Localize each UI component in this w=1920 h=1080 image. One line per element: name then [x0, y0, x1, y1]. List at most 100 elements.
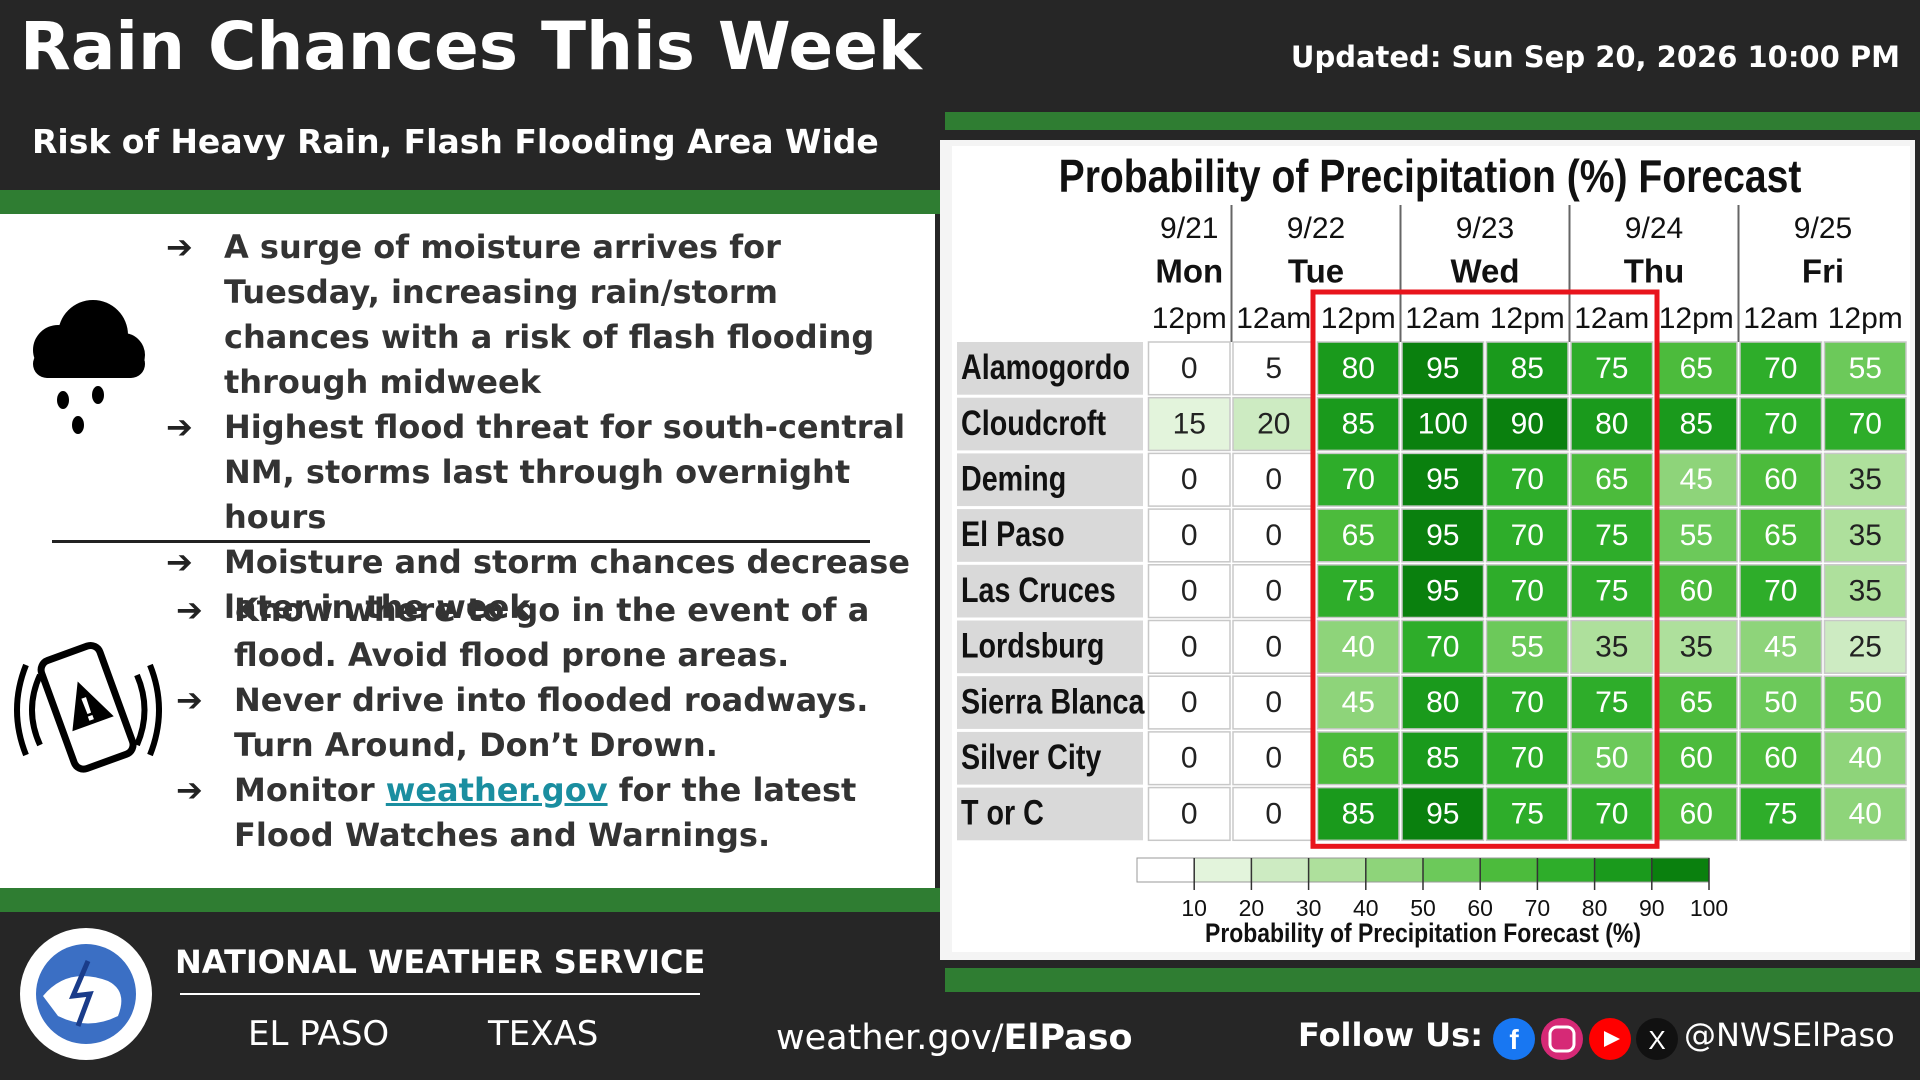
- cell-bg: [1147, 564, 1231, 619]
- follow: Follow Us:: [1298, 1016, 1483, 1054]
- label-cell: [957, 620, 1143, 674]
- cell-value: 85: [1680, 407, 1713, 440]
- cell-bg: [1147, 508, 1231, 563]
- row-label: Alamogordo: [961, 347, 1130, 386]
- cell-bg: [1485, 675, 1569, 730]
- cell-value: 75: [1764, 797, 1797, 830]
- bullet-text: for the latest Flood Watches and Warning…: [234, 771, 857, 854]
- cell-bg: [1485, 452, 1569, 507]
- cell-bg: [1232, 786, 1316, 842]
- cell-value: 65: [1342, 742, 1375, 775]
- cell-bg: [1739, 341, 1823, 396]
- stripe: [945, 112, 1920, 130]
- cell-bg: [1316, 619, 1400, 674]
- legend-tick-label: 60: [1467, 895, 1493, 921]
- cell-bg: [1147, 786, 1231, 842]
- cell-value: 60: [1680, 797, 1713, 830]
- row-label-group: Lordsburg: [961, 626, 1104, 665]
- legend-tick-label: 100: [1690, 895, 1728, 921]
- cell-bg: [1570, 619, 1654, 674]
- cell-bg: [1485, 508, 1569, 563]
- cell-bg: [1401, 619, 1485, 674]
- cell-bg: [1654, 675, 1738, 730]
- cell-value: 70: [1849, 407, 1882, 440]
- cell-bg: [1654, 341, 1738, 396]
- row-label-group: T or C: [961, 793, 1044, 832]
- row-label-group: Deming: [961, 459, 1066, 498]
- cell-value: 0: [1181, 630, 1198, 663]
- date: 9/25: [1794, 212, 1852, 245]
- cell-bg: [1401, 731, 1485, 786]
- legend-title: Probability of Precipitation Forecast (%…: [1205, 918, 1641, 948]
- cell-value: 0: [1181, 519, 1198, 552]
- label-cell: [957, 676, 1143, 729]
- date: 9/22: [1287, 212, 1345, 245]
- cell-bg: [1485, 786, 1569, 842]
- cell-value: 70: [1764, 575, 1797, 608]
- cell-value: 50: [1595, 742, 1628, 775]
- cell-value: 55: [1511, 630, 1544, 663]
- cell-value: 85: [1342, 407, 1375, 440]
- cell-bg: [1654, 786, 1738, 842]
- cell-value: 85: [1426, 742, 1459, 775]
- cell-value: 35: [1849, 463, 1882, 496]
- cell-bg: [1147, 396, 1231, 452]
- cell-value: 55: [1849, 352, 1882, 385]
- cell-value: 45: [1342, 686, 1375, 719]
- handle[interactable]: @NWSElPaso: [1684, 1016, 1895, 1054]
- cell-value: 65: [1680, 352, 1713, 385]
- cell-value: 0: [1265, 519, 1282, 552]
- cell-value: 40: [1849, 797, 1882, 830]
- day: Fri: [1802, 253, 1844, 290]
- cell-value: 60: [1764, 742, 1797, 775]
- table-title: Probability of Precipitation (%) Forecas…: [1059, 151, 1802, 203]
- cell-value: 40: [1849, 742, 1882, 775]
- label-cell: [957, 731, 1143, 785]
- cell-bg: [1654, 452, 1738, 507]
- cell-value: 65: [1342, 519, 1375, 552]
- safety-list: Know where to go in the event of a flood…: [176, 588, 924, 858]
- bullet: Never drive into flooded roadways. Turn …: [176, 678, 924, 768]
- agency: NATIONAL WEATHER SERVICE: [175, 943, 706, 981]
- cell-bg: [1739, 619, 1823, 674]
- row-label: T or C: [961, 793, 1044, 832]
- cell-bg: [1147, 452, 1231, 507]
- cell-value: 70: [1595, 797, 1628, 830]
- cell-bg: [1232, 675, 1316, 730]
- cell-bg: [1485, 396, 1569, 452]
- time: 12am: [1236, 302, 1311, 335]
- legend-swatch: [1422, 857, 1481, 883]
- time: 12pm: [1490, 302, 1565, 335]
- cell-value: 95: [1426, 352, 1459, 385]
- cell-value: 0: [1181, 686, 1198, 719]
- cell-value: 0: [1181, 797, 1198, 830]
- cell-bg: [1654, 508, 1738, 563]
- label-cell: [957, 564, 1143, 618]
- time: 12am: [1743, 302, 1818, 335]
- cell-value: 0: [1265, 686, 1282, 719]
- link[interactable]: weather.gov: [385, 771, 608, 809]
- legend-swatch: [1136, 857, 1195, 883]
- legend-tick-label: 80: [1582, 895, 1608, 921]
- legend-swatch: [1536, 857, 1596, 883]
- cell-bg: [1570, 786, 1654, 842]
- cell-bg: [1570, 452, 1654, 507]
- cell-bg: [1401, 564, 1485, 619]
- cell-value: 65: [1764, 519, 1797, 552]
- legend-tick-label: 70: [1525, 895, 1551, 921]
- cell-bg: [1570, 341, 1654, 396]
- legend-tick-label: 50: [1410, 895, 1436, 921]
- label-cell: [957, 453, 1143, 507]
- row-label-group: Sierra Blanca: [961, 682, 1145, 721]
- cell-value: 75: [1595, 352, 1628, 385]
- cell-value: 70: [1511, 575, 1544, 608]
- cell-bg: [1401, 341, 1485, 396]
- row-label: Deming: [961, 459, 1066, 498]
- nws-logo: [20, 928, 152, 1060]
- city: EL PASO: [248, 1014, 390, 1054]
- bullet: Highest flood threat for south-central N…: [166, 405, 924, 540]
- cell-value: 80: [1426, 686, 1459, 719]
- cell-value: 0: [1265, 463, 1282, 496]
- legend-swatch: [1308, 857, 1367, 883]
